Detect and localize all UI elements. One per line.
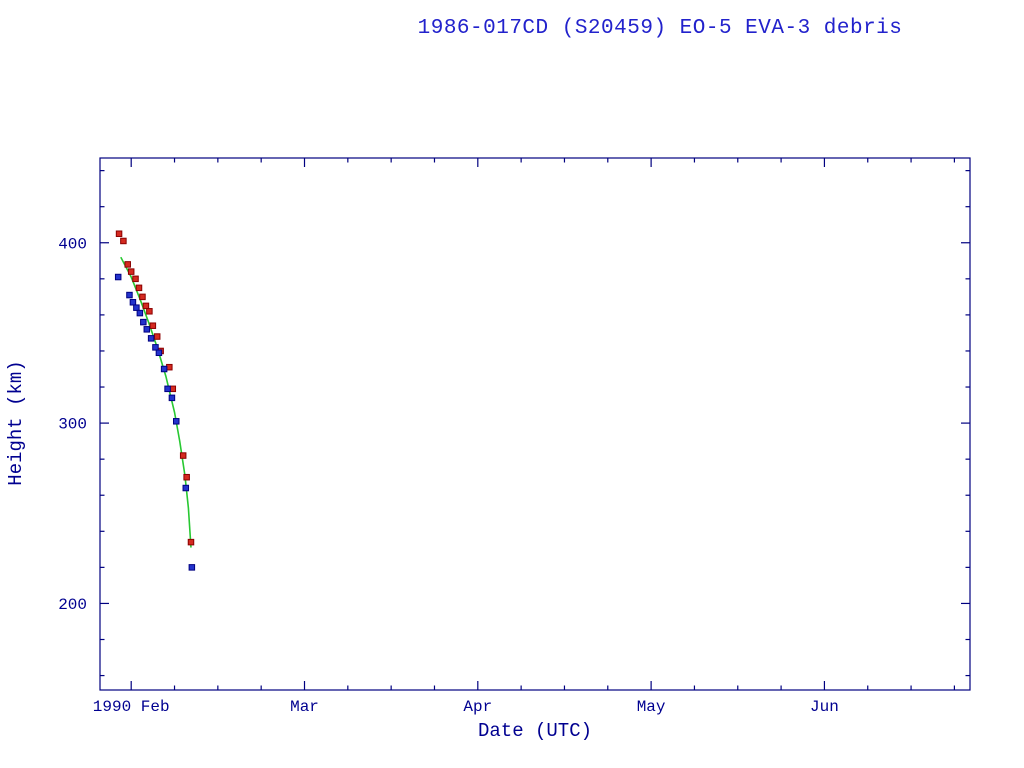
apogee_height-series — [115, 230, 195, 546]
apogee_height-point — [135, 284, 143, 292]
perigee_height-point — [140, 318, 147, 326]
apogee_height-point — [124, 261, 131, 268]
perigee_height-point — [152, 344, 159, 351]
perigee_height-point — [114, 273, 122, 281]
apogee_height-point — [146, 308, 153, 315]
apogee_height-point — [183, 473, 190, 481]
perigee_height-point — [133, 304, 140, 311]
apogee_height-point — [187, 538, 195, 546]
perigee_height-point — [143, 326, 151, 333]
apogee_height-point — [149, 322, 157, 329]
apogee_height-point — [142, 302, 150, 310]
x-tick-label: Mar — [290, 698, 319, 716]
perigee_height-point — [155, 349, 163, 357]
apogee_height-point — [127, 268, 135, 275]
perigee_height-point — [147, 335, 155, 342]
y-tick-label: 300 — [58, 416, 87, 434]
perigee_height-point — [168, 394, 176, 402]
perigee_height-point — [188, 564, 196, 571]
tick-labels: 200 300 400 1990 Feb Mar Apr May Jun — [58, 235, 839, 716]
perigee_height-point — [126, 291, 133, 299]
chart-title: 1986-017CD (S20459) EO-5 EVA-3 debris — [417, 17, 903, 40]
perigee_height-point — [160, 365, 168, 373]
x-axis-label: Date (UTC) — [477, 720, 593, 742]
perigee_height-point — [182, 484, 190, 492]
x-tick-label: Jun — [810, 698, 839, 716]
perigee_height-series — [114, 273, 196, 571]
y-tick-label: 400 — [58, 235, 87, 253]
apogee_height-point — [166, 363, 173, 371]
x-tick-label: 1990 Feb — [93, 698, 170, 716]
perigee_height-point — [136, 309, 144, 317]
y-tick-label: 200 — [58, 596, 87, 614]
apogee_height-point — [169, 385, 177, 393]
x-tick-label: Apr — [463, 698, 492, 716]
perigee_height-point — [129, 299, 137, 306]
x-tick-label: May — [637, 698, 666, 716]
apogee_height-point — [179, 452, 187, 459]
apogee_height-point — [120, 237, 127, 245]
axes — [99, 157, 971, 691]
apogee_height-point — [132, 275, 139, 283]
perigee_height-point — [173, 418, 180, 425]
apogee_height-point — [153, 333, 161, 340]
perigee_height-point — [164, 385, 171, 393]
apogee_height-point — [115, 230, 123, 237]
apogee_height-point — [139, 293, 146, 301]
